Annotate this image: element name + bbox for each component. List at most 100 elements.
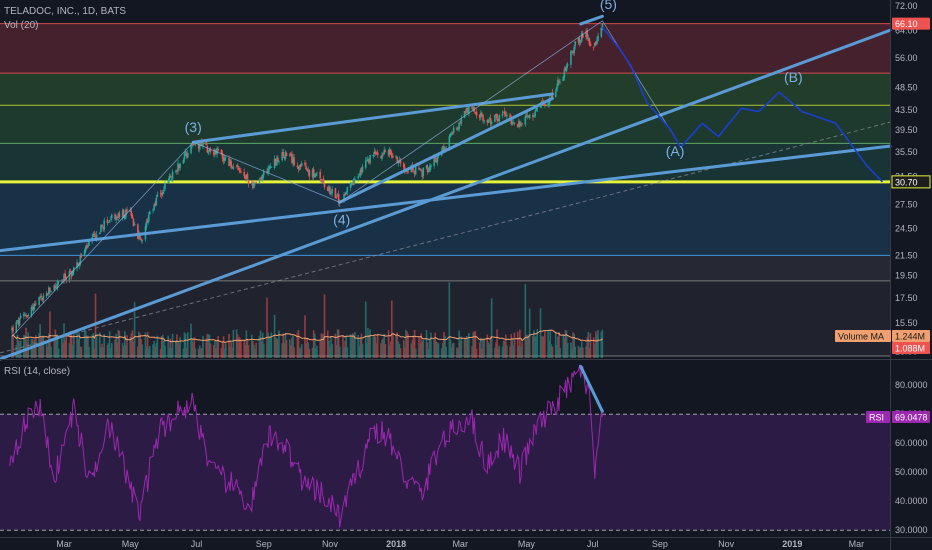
candle-body: [122, 209, 125, 218]
candle-body: [258, 179, 261, 183]
volume-bar: [69, 330, 72, 358]
volume-bar: [246, 339, 249, 358]
candle-body: [391, 154, 393, 158]
candle-body: [494, 114, 496, 122]
candle-body: [236, 165, 239, 167]
volume-bar: [544, 330, 546, 358]
candle-body: [228, 158, 230, 166]
volume-bar: [533, 330, 535, 358]
candle-body: [18, 318, 21, 326]
volume-bar: [528, 308, 531, 358]
candle-body: [121, 210, 124, 218]
volume-bar: [99, 332, 101, 358]
candle-body: [563, 69, 566, 78]
volume-bar: [601, 329, 604, 358]
candle-body: [509, 114, 511, 119]
candle-body: [192, 143, 194, 145]
volume-bar: [11, 335, 13, 358]
volume-bar: [243, 340, 246, 358]
candle-body: [86, 245, 88, 248]
candle-body: [109, 218, 112, 220]
candle-body: [83, 250, 86, 257]
candle-body: [132, 219, 135, 227]
volume-bar: [230, 342, 232, 358]
candle-body: [331, 188, 333, 193]
price-tick-label: 48.50: [895, 83, 918, 93]
volume-bar: [420, 333, 422, 358]
volume-bar: [542, 336, 545, 358]
candle-body: [497, 119, 499, 121]
candle-body: [239, 170, 241, 173]
candle-body: [207, 152, 210, 154]
rsi-name-badge: RSI: [869, 412, 884, 422]
volume-bar: [320, 333, 323, 358]
rsi-line: [9, 364, 603, 528]
candle-body: [562, 76, 565, 82]
volume-bar: [357, 334, 359, 358]
volume-bar: [198, 345, 201, 358]
volume-bar: [93, 348, 96, 358]
candle-body: [139, 233, 141, 239]
candle-body: [88, 241, 90, 246]
candle-body: [381, 154, 383, 159]
trendline: [338, 96, 554, 204]
volume-bar: [71, 344, 74, 358]
candle-body: [343, 194, 345, 202]
candle-body: [12, 327, 14, 332]
candle-body: [374, 151, 377, 154]
candle-body: [296, 165, 299, 168]
volume-bar: [202, 335, 204, 358]
volume-bar: [539, 308, 542, 358]
candle-body: [54, 286, 57, 288]
candle-body: [369, 155, 371, 163]
volume-bar: [32, 341, 35, 358]
volume-bar: [387, 330, 390, 358]
candle-body: [580, 33, 583, 42]
volume-bar: [213, 345, 215, 358]
volume-bar: [206, 333, 209, 358]
volume-bar: [192, 342, 194, 358]
volume-bar: [395, 334, 397, 358]
candle-body: [445, 147, 447, 149]
candle-body: [92, 234, 95, 237]
volume-bar: [62, 342, 64, 358]
volume-bar: [412, 335, 415, 358]
candle-body: [574, 41, 577, 46]
volume-bar: [489, 336, 492, 358]
candle-body: [429, 166, 431, 173]
candle-body: [384, 150, 387, 152]
candle-body: [359, 170, 362, 176]
volume-bar: [273, 314, 276, 358]
candle-body: [458, 122, 460, 130]
volume-bar: [345, 335, 348, 358]
candle-body: [527, 116, 530, 118]
volume-bar: [114, 339, 116, 358]
trendline: [0, 144, 892, 253]
candle-body: [35, 303, 37, 305]
candle-body: [23, 313, 25, 317]
volume-bar: [182, 348, 185, 358]
volume-bar: [247, 345, 250, 358]
time-tick-label: Jul: [191, 539, 203, 549]
volume-bar: [406, 331, 408, 358]
volume-bar: [359, 338, 362, 358]
candle-body: [19, 315, 22, 319]
candle-body: [533, 115, 535, 117]
volume-bar: [496, 329, 498, 358]
candle-body: [237, 167, 240, 170]
volume-bar: [335, 345, 338, 358]
volume-bar: [84, 330, 87, 358]
candle-body: [364, 160, 367, 168]
candle-body: [69, 270, 72, 273]
volume-bar: [434, 332, 437, 358]
volume-bar: [235, 329, 238, 358]
volume-bar: [457, 348, 459, 358]
volume-bar: [184, 333, 187, 358]
candle-body: [496, 113, 498, 121]
candle-body: [247, 180, 250, 184]
candle-body: [267, 168, 269, 174]
candle-body: [298, 165, 301, 171]
candle-body: [40, 296, 43, 298]
